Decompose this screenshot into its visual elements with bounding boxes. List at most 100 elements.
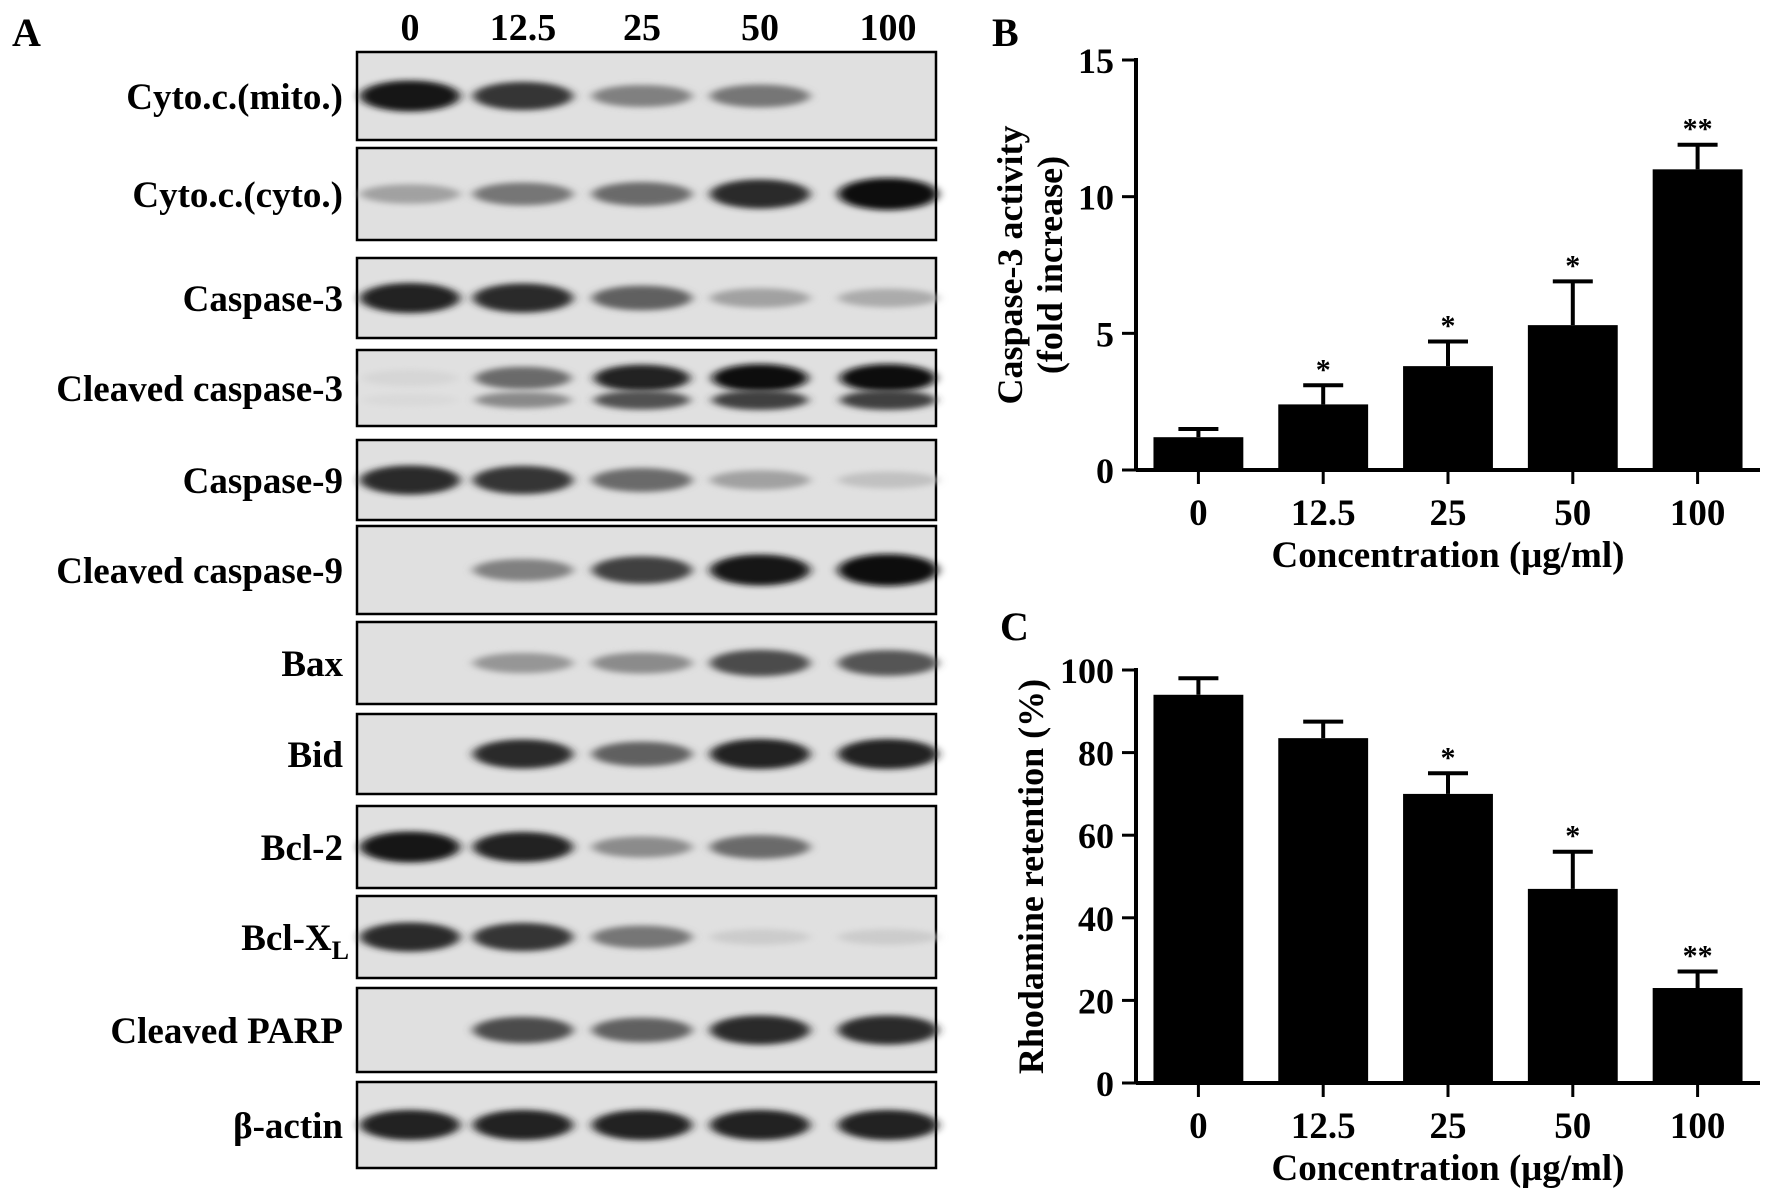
blot-band	[712, 364, 808, 392]
x-tick-label: 12.5	[1291, 1106, 1356, 1147]
blot-band	[592, 1017, 692, 1043]
y-tick-label: 100	[1060, 651, 1114, 691]
blot-row: Cleaved caspase-9	[56, 524, 938, 616]
blot-band	[473, 1016, 573, 1044]
blot-band	[592, 84, 692, 108]
panel-a-label: A	[12, 10, 41, 55]
bar	[1278, 404, 1369, 470]
blot-band	[592, 836, 692, 858]
rhodamine-retention-chart: C 0 20 40 60 80 100 0 12.5 25 * 50 * 100 ** Concentrat…	[1000, 604, 1760, 1188]
blot-band	[710, 738, 810, 770]
significance-label: **	[1683, 939, 1713, 972]
blot-label: Bcl-XL	[241, 918, 349, 965]
blot-band	[710, 554, 810, 586]
lane-label: 50	[741, 7, 779, 49]
bar	[1153, 437, 1244, 470]
blot-band	[840, 364, 936, 392]
panel-b-label: B	[992, 10, 1019, 55]
x-tick-label: 25	[1430, 1106, 1467, 1147]
blot-band	[838, 650, 938, 676]
blot-band	[360, 282, 460, 314]
blot-band	[473, 831, 573, 863]
western-blot-panel: A 0 12.5 25 50 100 Cyto.c.(mito.) Cyto.c.(cyt…	[12, 7, 938, 1170]
blot-row: Bcl-XL	[241, 894, 938, 980]
y-tick-label: 0	[1096, 451, 1114, 491]
blot-band	[362, 369, 458, 387]
blot-band	[710, 929, 810, 945]
caspase3-activity-chart: B 0 5 10 15 0 12.5 * 25 * 50 * 100 ** Concentration (…	[990, 10, 1760, 576]
blot-row: Caspase-9	[183, 438, 938, 522]
y-tick-label: 80	[1078, 734, 1114, 774]
blot-band	[475, 366, 571, 390]
significance-label: *	[1441, 310, 1456, 343]
lane-labels: 0 12.5 25 50 100	[401, 7, 917, 49]
x-tick-label: 100	[1670, 493, 1726, 534]
blot-band	[360, 922, 460, 952]
blot-band	[710, 288, 810, 308]
blot-band	[473, 465, 573, 495]
x-tick-label: 50	[1554, 493, 1591, 534]
significance-label: *	[1565, 820, 1580, 853]
blot-band	[473, 81, 573, 111]
blot-label: Bax	[281, 644, 343, 685]
x-tick-label: 0	[1189, 1106, 1208, 1147]
x-axis-title: Concentration (μg/ml)	[1272, 535, 1625, 576]
y-axis-title: Rhodamine retention (%)	[1011, 679, 1051, 1074]
blot-band	[592, 182, 692, 206]
blot-row: Bcl-2	[261, 804, 938, 890]
blot-band	[710, 1109, 810, 1141]
blot-band	[473, 283, 573, 313]
blot-band	[362, 393, 458, 407]
blot-row: Cyto.c.(mito.)	[126, 50, 938, 142]
lane-label: 12.5	[490, 7, 557, 49]
blot-row: Caspase-3	[183, 256, 938, 340]
blot-band	[473, 922, 573, 952]
blot-band	[473, 1109, 573, 1141]
blot-rows: Cyto.c.(mito.) Cyto.c.(cyto.) Caspase-3 Cle…	[56, 50, 938, 1170]
bar	[1527, 325, 1618, 470]
bar	[1153, 694, 1244, 1083]
blot-band	[592, 556, 692, 584]
bar	[1652, 169, 1743, 471]
blot-label: Cleaved PARP	[110, 1011, 343, 1052]
blot-label: Cyto.c.(mito.)	[126, 77, 343, 118]
x-axis-title: Concentration (μg/ml)	[1272, 1148, 1625, 1188]
blot-band	[592, 1109, 692, 1141]
x-tick-label: 0	[1189, 493, 1208, 534]
blot-band	[592, 741, 692, 767]
blot-band	[838, 178, 938, 210]
blot-band	[710, 179, 810, 209]
blot-band	[710, 84, 810, 108]
blot-row: Cyto.c.(cyto.)	[132, 146, 938, 242]
blot-band	[838, 471, 938, 489]
blot-label: Bid	[287, 735, 343, 776]
blot-band	[840, 390, 936, 410]
y-tick-label: 40	[1078, 899, 1114, 939]
blot-label: Cyto.c.(cyto.)	[132, 175, 343, 216]
blot-band	[712, 390, 808, 410]
bar	[1278, 738, 1369, 1083]
y-axis-title: Caspase-3 activity	[990, 126, 1030, 405]
bar	[1527, 888, 1618, 1083]
blot-band	[594, 390, 690, 410]
blot-band	[710, 1015, 810, 1045]
x-tick-label: 12.5	[1291, 493, 1356, 534]
bar	[1403, 366, 1493, 470]
blot-band	[594, 364, 690, 392]
lane-label: 25	[623, 7, 661, 49]
blot-band	[360, 465, 460, 495]
blot-band	[710, 470, 810, 490]
x-tick-label: 100	[1670, 1106, 1726, 1147]
significance-label: **	[1683, 113, 1713, 146]
blot-band	[592, 468, 692, 492]
blot-band	[838, 738, 938, 770]
blot-label: Caspase-3	[183, 279, 343, 320]
significance-label: *	[1565, 249, 1580, 282]
blot-band	[838, 288, 938, 308]
significance-label: *	[1316, 353, 1331, 386]
blot-label: Bcl-2	[261, 828, 343, 869]
x-tick-label: 50	[1554, 1106, 1591, 1147]
blot-band	[838, 554, 938, 586]
blot-label: β-actin	[233, 1106, 343, 1147]
